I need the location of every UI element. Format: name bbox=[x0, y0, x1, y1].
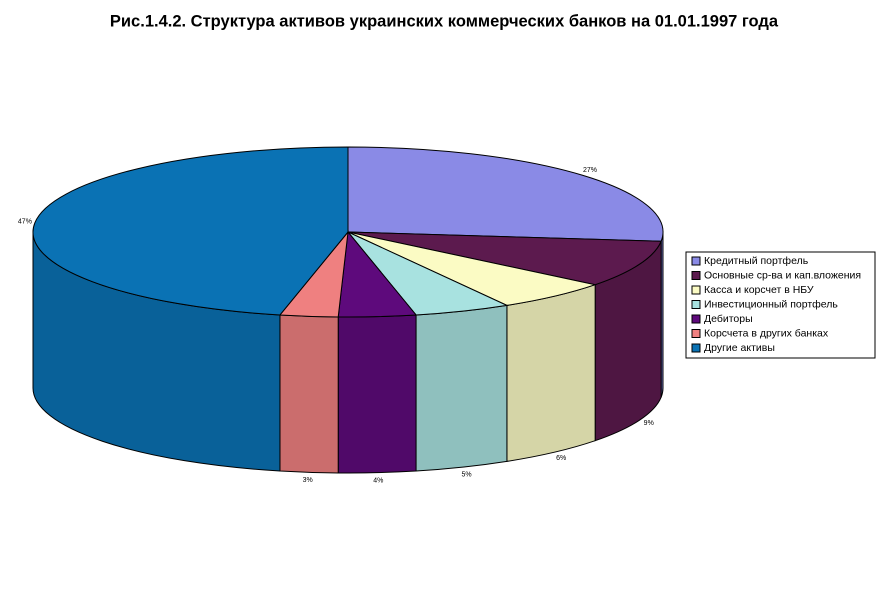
pie-side bbox=[279, 314, 339, 474]
data-label: 3% bbox=[303, 477, 313, 484]
data-label: 5% bbox=[461, 471, 471, 478]
data-label: 9% bbox=[644, 420, 654, 427]
data-label: 4% bbox=[373, 477, 383, 484]
legend-label: Кредитный портфель bbox=[704, 255, 809, 267]
legend-swatch bbox=[691, 300, 701, 309]
pie-side bbox=[415, 304, 508, 472]
legend-swatch bbox=[691, 329, 701, 338]
data-label: 27% bbox=[583, 167, 597, 174]
legend-label: Корсчета в других банках bbox=[704, 327, 829, 339]
legend-label: Основные ср-ва и кап.вложения bbox=[704, 269, 861, 281]
legend-swatch bbox=[691, 343, 701, 353]
chart-title: Рис.1.4.2. Структура активов украинских … bbox=[110, 12, 779, 30]
pie-slice bbox=[347, 146, 664, 242]
legend-label: Дебиторы bbox=[704, 313, 753, 325]
pie-slice bbox=[347, 231, 662, 286]
legend-swatch bbox=[691, 314, 701, 324]
data-label: 47% bbox=[18, 219, 32, 226]
legend-box bbox=[685, 251, 876, 359]
legend-label: Инвестиционный портфель bbox=[704, 298, 838, 310]
legend-label: Другие активы bbox=[704, 342, 775, 354]
legend-label: Касса и корсчет в НБУ bbox=[704, 284, 814, 296]
legend-swatch bbox=[691, 256, 701, 266]
pie-side bbox=[337, 314, 417, 474]
pie-side bbox=[506, 284, 596, 462]
legend-swatch bbox=[691, 271, 701, 280]
data-label: 6% bbox=[556, 455, 566, 462]
legend-swatch bbox=[691, 285, 701, 295]
pie-slice bbox=[32, 146, 349, 316]
